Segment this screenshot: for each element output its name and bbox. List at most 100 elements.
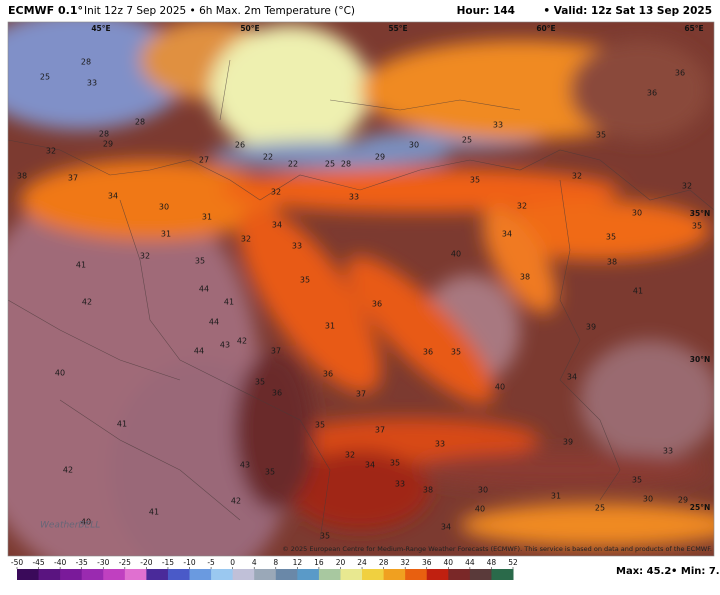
grid-labels: 45°E 50°E 55°E 60°E 65°E 35°N 30°N 25°N [91,24,710,512]
colorbar-segment [232,569,255,580]
colorbar-segment [167,569,191,580]
point-value: 22 [263,153,273,162]
point-value: 30 [478,486,488,495]
point-value: 34 [108,192,118,201]
point-value: 29 [375,153,385,162]
colorbar-tick-label: 16 [314,558,324,567]
colorbar-tick-label: 20 [336,558,346,567]
point-value: 36 [675,69,685,78]
point-value: 35 [606,233,616,242]
point-value: 38 [607,258,617,267]
min: • Min: 7.3 [671,566,720,577]
point-values: 25 28 28 28 33 32 38 37 34 30 31 31 32 29 26 27 22 22 25 28… [17,58,702,541]
colorbar-segment [17,569,40,580]
point-value: 25 [462,136,472,145]
colorbar-tick-label: -45 [32,558,44,567]
point-value: 31 [161,230,171,239]
point-value: 35 [632,476,642,485]
colorbar-tick-label: 44 [465,558,475,567]
hour: Hour: 144 [457,5,515,17]
point-value: 35 [470,176,480,185]
colorbar-segment [103,569,126,580]
point-value: 43 [240,461,250,470]
point-value: 32 [572,172,582,181]
point-value: 36 [372,300,382,309]
point-value: 32 [517,202,527,211]
point-value: 28 [99,130,109,139]
point-value: 40 [475,505,485,514]
colorbar-segment [383,569,406,580]
colorbar-segment [38,569,61,580]
grid-label: 30°N [690,355,710,364]
point-value: 40 [55,369,65,378]
point-value: 35 [315,421,325,430]
colorbar-tick-label: 0 [230,558,235,567]
colorbar-tick-label: 28 [379,558,389,567]
point-value: 41 [633,287,643,296]
point-value: 32 [140,252,150,261]
point-value: 42 [237,337,247,346]
point-value: 25 [40,73,50,82]
colorbar-segment [81,569,104,580]
point-value: 31 [202,213,212,222]
point-value: 32 [271,188,281,197]
point-value: 28 [81,58,91,67]
colorbar-tick-label: -30 [97,558,109,567]
point-value: 41 [149,508,159,517]
point-value: 32 [682,182,692,191]
colorbar-tick-label: 32 [400,558,410,567]
point-value: 32 [46,147,56,156]
point-value: 33 [435,440,445,449]
point-value: 40 [81,518,91,527]
point-value: 34 [365,461,375,470]
colorbar-tick-label: 48 [487,558,497,567]
point-value: 37 [356,390,366,399]
point-value: 38 [520,273,530,282]
colorbar-segment [189,569,212,580]
point-value: 35 [692,222,702,231]
point-value: 35 [451,348,461,357]
colorbar: -50 -45 -40 -35 -30 -25 -20 -15 -10 -5 0 4 8 12 16 20 24… [11,558,518,580]
colorbar-segment [254,569,277,580]
point-value: 29 [678,496,688,505]
point-value: 35 [320,532,330,541]
map-frame [7,21,715,557]
point-value: 32 [345,451,355,460]
point-value: 41 [224,298,234,307]
point-value: 28 [135,118,145,127]
point-value: 36 [272,389,282,398]
colorbar-segment [340,569,363,580]
point-value: 37 [375,426,385,435]
colorbar-tick-label: 12 [293,558,303,567]
valid: • Valid: 12z Sat 13 Sep 2025 [543,5,712,17]
colorbar-tick-label: 8 [273,558,278,567]
point-value: 26 [235,141,245,150]
colorbar-segment [469,569,492,580]
point-value: 41 [117,420,127,429]
point-value: 22 [288,160,298,169]
point-value: 44 [194,347,204,356]
point-value: 27 [199,156,209,165]
colorbar-tick-label: -35 [76,558,88,567]
grid-label: 65°E [684,24,703,33]
point-value: 42 [82,298,92,307]
colorbar-tick-label: -15 [162,558,174,567]
grid-label: 35°N [690,209,710,218]
point-value: 30 [159,203,169,212]
point-value: 34 [567,373,577,382]
grid-label: 25°N [690,503,710,512]
colorbar-segment [275,569,298,580]
point-value: 35 [596,131,606,140]
colorbar-tick-label: -40 [54,558,66,567]
colorbar-segment [491,569,514,580]
point-value: 33 [292,242,302,251]
point-value: 44 [209,318,219,327]
point-value: 34 [272,221,282,230]
temperature-field [8,22,714,556]
point-value: 42 [63,466,73,475]
point-value: 35 [195,257,205,266]
colorbar-segment [297,569,320,580]
point-value: 28 [341,160,351,169]
colorbar-tick-label: -20 [140,558,152,567]
